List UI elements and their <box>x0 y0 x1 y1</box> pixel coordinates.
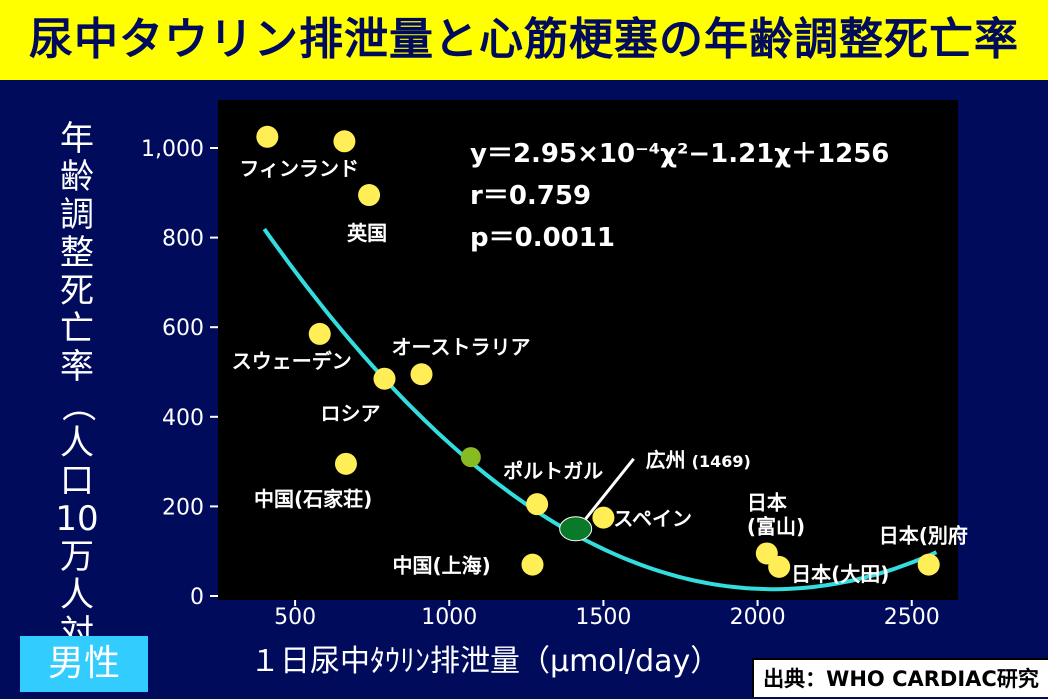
page-title: 尿中タウリン排泄量と心筋梗塞の年齢調整死亡率 <box>0 0 1048 80</box>
y-tick-label: 200 <box>162 495 204 520</box>
x-tick-label: 500 <box>274 605 316 630</box>
highlight-pointer <box>584 457 635 520</box>
data-point-label: 英国 <box>347 221 387 245</box>
curve-marker <box>460 447 481 468</box>
y-axis-label-char: 万 <box>60 537 94 577</box>
data-point-label: (富山) <box>747 514 805 538</box>
data-point <box>526 493 549 516</box>
x-tick-label: 1000 <box>421 605 477 630</box>
data-point-label: 中国(上海) <box>393 554 491 578</box>
data-point <box>308 322 331 345</box>
regression-equation: y＝2.95×10⁻⁴χ²−1.21χ＋1256 <box>470 139 889 169</box>
data-point <box>917 553 940 576</box>
y-axis-label-char: 齢 <box>60 157 94 197</box>
data-point-label: スウェーデン <box>232 349 352 373</box>
y-tick-label: 800 <box>162 227 204 252</box>
data-point <box>256 125 279 148</box>
data-point-label: 日本(大田) <box>791 562 889 586</box>
y-axis-label-char: 人 <box>60 575 94 615</box>
y-axis-label-char: 整 <box>60 233 94 273</box>
highlight-point <box>559 516 593 542</box>
p-value: p＝0.0011 <box>470 223 615 253</box>
x-tick-label: 1500 <box>575 605 631 630</box>
y-tick-label: 1,000 <box>141 137 204 162</box>
data-point <box>333 130 356 153</box>
correlation-r: r＝0.759 <box>470 181 591 211</box>
data-point <box>358 184 381 207</box>
y-axis-label-char: 人 <box>60 423 94 463</box>
y-axis-label-char: 年 <box>60 119 94 159</box>
highlight-label: 広州 <box>646 448 686 472</box>
y-axis-label-char: 10 <box>55 499 99 539</box>
y-axis-label-char: 調 <box>60 195 94 235</box>
y-tick-label: 0 <box>190 585 204 610</box>
data-point-label: 日本 <box>747 490 787 514</box>
highlight-value-label: (1469) <box>692 452 751 471</box>
data-point <box>592 506 615 529</box>
data-point-label: 日本(別府 <box>879 524 968 548</box>
regression-curve <box>262 227 938 592</box>
data-point-label: ロシア <box>321 402 381 426</box>
data-point-label: スペイン <box>613 507 692 531</box>
data-point-label: フィンランド <box>239 156 359 180</box>
x-axis-label: １日尿中ﾀｳﾘﾝ排泄量（μmol/day） <box>250 644 721 679</box>
data-point <box>768 555 791 578</box>
data-point <box>373 367 396 390</box>
y-tick-label: 600 <box>162 316 204 341</box>
data-point-label: 中国(石家荘) <box>254 487 372 511</box>
y-tick-label: 400 <box>162 406 204 431</box>
x-tick-label: 2500 <box>884 605 940 630</box>
source-note: 出典：WHO CARDIAC研究 <box>752 658 1048 697</box>
y-axis-label-char: 口 <box>60 461 94 501</box>
y-axis-label-char: 亡 <box>60 309 94 349</box>
data-point-label: ポルトガル <box>503 459 603 483</box>
x-tick-label: 2000 <box>730 605 786 630</box>
data-point <box>521 553 544 576</box>
y-axis-label-char: 死 <box>60 271 94 311</box>
data-point <box>334 452 357 475</box>
y-axis-label-char: 率 <box>60 347 94 387</box>
data-point <box>410 363 433 386</box>
data-point-label: オーストラリア <box>392 335 531 359</box>
gender-badge: 男性 <box>20 636 148 692</box>
